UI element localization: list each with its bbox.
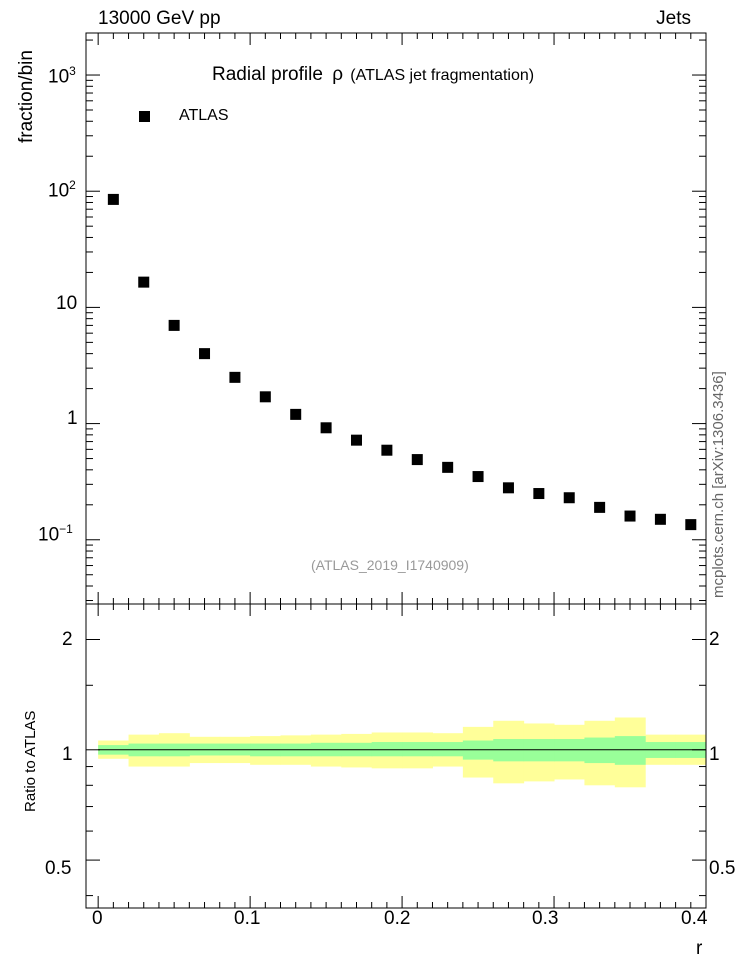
x-tick-label: 0.1 (234, 908, 261, 929)
x-tick-label: 0.3 (532, 908, 559, 929)
data-point (168, 319, 180, 331)
data-points (107, 193, 697, 531)
x-axis-title: r (696, 938, 703, 959)
title-text: Radial profile (212, 64, 323, 85)
data-point (320, 422, 332, 434)
top-y-tick-label: 1 (67, 408, 78, 429)
x-tick-label: 0.2 (384, 908, 411, 929)
bottom-y-tick-label-right: 1 (709, 744, 720, 765)
data-point (411, 454, 423, 466)
top-y-tick-label: 102 (48, 178, 76, 202)
top-y-tick-label: 10−1 (38, 522, 73, 546)
title-subtitle: (ATLAS jet fragmentation) (350, 67, 535, 84)
data-point (594, 501, 606, 513)
bottom-y-tick-label: 0.5 (45, 858, 72, 879)
bottom-y-tick-label-right: 0.5 (709, 858, 736, 879)
inner-band-bin (614, 736, 646, 765)
bottom-plot-frame (85, 603, 707, 909)
data-point (472, 471, 484, 483)
data-point (563, 492, 575, 504)
inner-band-bin (432, 742, 464, 757)
legend-label: ATLAS (179, 107, 229, 124)
data-point (624, 510, 636, 522)
data-point (107, 193, 119, 205)
ratio-bands (98, 717, 707, 788)
data-point (654, 513, 666, 525)
top-y-tick-label: 103 (48, 64, 76, 88)
tick-exponent: 3 (69, 64, 76, 78)
data-point (685, 519, 697, 531)
tick-exponent: 2 (69, 178, 76, 192)
data-point (229, 371, 241, 383)
data-point (259, 391, 271, 403)
legend-marker (139, 111, 150, 122)
data-point (442, 461, 454, 473)
inner-band-bin (402, 742, 433, 757)
data-point (350, 434, 362, 446)
bottom-y-tick-label: 2 (62, 629, 73, 650)
x-tick-label: 0 (92, 908, 103, 929)
top-y-axis-title: fraction/bin (16, 50, 37, 143)
top-y-tick-label: 10 (56, 293, 78, 314)
side-credit-label: mcplots.cern.ch [arXiv:1306.3436] (710, 371, 727, 598)
chart-title: Radial profile ρ (ATLAS jet fragmentatio… (212, 64, 534, 86)
data-point (138, 276, 150, 288)
bottom-y-tick-label: 1 (62, 744, 73, 765)
data-point (290, 408, 302, 420)
bottom-y-tick-label-right: 2 (709, 629, 720, 650)
inner-band-bin (371, 742, 403, 757)
inner-band-bin (584, 737, 616, 764)
data-point (381, 444, 393, 456)
title-symbol: ρ (332, 64, 343, 85)
analysis-label: (ATLAS_2019_I1740909) (311, 557, 469, 573)
tick-exponent: −1 (59, 522, 73, 536)
x-tick-label: 0.4 (681, 908, 708, 929)
bottom-y-axis-title: Ratio to ATLAS (22, 710, 39, 812)
data-point (533, 488, 545, 500)
data-point (199, 348, 211, 360)
energy-label: 13000 GeV pp (98, 8, 221, 29)
data-point (502, 482, 514, 494)
category-label: Jets (656, 8, 691, 29)
